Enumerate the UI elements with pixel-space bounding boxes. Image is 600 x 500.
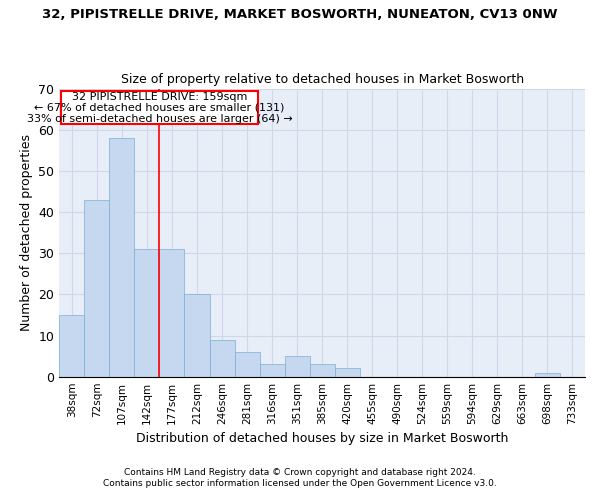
- FancyBboxPatch shape: [61, 90, 259, 124]
- Text: ← 67% of detached houses are smaller (131): ← 67% of detached houses are smaller (13…: [34, 103, 284, 113]
- Bar: [184, 294, 209, 376]
- Title: Size of property relative to detached houses in Market Bosworth: Size of property relative to detached ho…: [121, 73, 524, 86]
- Y-axis label: Number of detached properties: Number of detached properties: [20, 134, 33, 331]
- Bar: [209, 340, 235, 376]
- Bar: [134, 249, 160, 376]
- Bar: [284, 356, 310, 376]
- Text: 32 PIPISTRELLE DRIVE: 159sqm: 32 PIPISTRELLE DRIVE: 159sqm: [72, 92, 247, 102]
- Bar: [59, 315, 85, 376]
- Bar: [235, 352, 260, 376]
- Bar: [160, 249, 184, 376]
- Text: 33% of semi-detached houses are larger (64) →: 33% of semi-detached houses are larger (…: [26, 114, 292, 124]
- Bar: [335, 368, 360, 376]
- Bar: [85, 200, 109, 376]
- Text: Contains HM Land Registry data © Crown copyright and database right 2024.
Contai: Contains HM Land Registry data © Crown c…: [103, 468, 497, 487]
- Bar: [260, 364, 284, 376]
- Bar: [109, 138, 134, 376]
- Text: 32, PIPISTRELLE DRIVE, MARKET BOSWORTH, NUNEATON, CV13 0NW: 32, PIPISTRELLE DRIVE, MARKET BOSWORTH, …: [42, 8, 558, 20]
- Bar: [535, 372, 560, 376]
- Bar: [310, 364, 335, 376]
- X-axis label: Distribution of detached houses by size in Market Bosworth: Distribution of detached houses by size …: [136, 432, 508, 445]
